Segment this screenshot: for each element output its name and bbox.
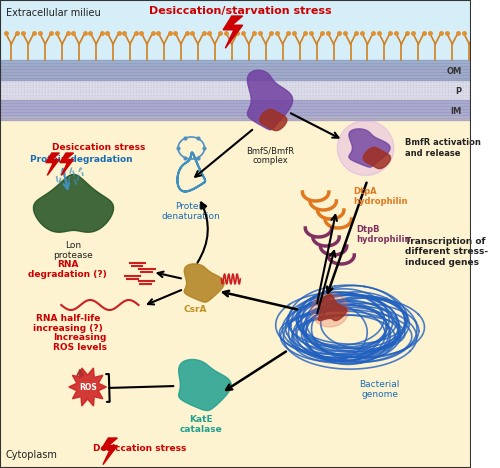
Text: OM: OM: [446, 66, 462, 75]
Text: CsrA: CsrA: [184, 305, 207, 314]
Text: Lon
protease: Lon protease: [54, 241, 94, 260]
Polygon shape: [260, 110, 287, 131]
Polygon shape: [46, 153, 60, 176]
Ellipse shape: [338, 120, 394, 176]
Polygon shape: [184, 264, 224, 302]
Text: Protein
denaturation: Protein denaturation: [162, 202, 220, 221]
Text: Transcription of
different stress-
induced genes: Transcription of different stress- induc…: [405, 237, 488, 267]
Polygon shape: [34, 175, 114, 232]
Bar: [0, 100, 471, 120]
Text: Desiccation stress: Desiccation stress: [93, 444, 186, 453]
Polygon shape: [248, 70, 292, 130]
Text: Desiccation/starvation stress: Desiccation/starvation stress: [149, 6, 332, 16]
Polygon shape: [69, 368, 106, 406]
Polygon shape: [223, 16, 242, 48]
Polygon shape: [101, 438, 117, 465]
Text: DtpB
hydrophilin: DtpB hydrophilin: [356, 225, 410, 244]
Text: Extracellular milieu: Extracellular milieu: [6, 8, 100, 18]
Bar: [0, 65, 471, 117]
Text: Cytoplasm: Cytoplasm: [6, 450, 58, 460]
Text: Increasing
ROS levels: Increasing ROS levels: [53, 333, 107, 352]
Text: KatE
catalase: KatE catalase: [180, 415, 222, 434]
Text: RNA
degradation (?): RNA degradation (?): [28, 260, 107, 279]
Text: IM: IM: [450, 107, 462, 116]
Text: ROS: ROS: [79, 382, 96, 392]
Text: DtpA
hydrophilin: DtpA hydrophilin: [354, 187, 408, 206]
Text: BmfR activation
and release: BmfR activation and release: [405, 139, 481, 158]
Polygon shape: [349, 129, 390, 167]
Text: Bacterial
genome: Bacterial genome: [360, 380, 400, 399]
Polygon shape: [178, 359, 231, 410]
Bar: [0, 60, 471, 80]
Polygon shape: [318, 294, 347, 321]
Polygon shape: [60, 153, 74, 176]
Text: Desiccation stress: Desiccation stress: [52, 143, 146, 152]
Polygon shape: [364, 147, 390, 168]
Text: RNA half-life
increasing (?): RNA half-life increasing (?): [33, 314, 102, 333]
Bar: [0, 117, 471, 468]
Text: Protein degradation: Protein degradation: [30, 155, 133, 164]
Text: P: P: [456, 87, 462, 95]
Ellipse shape: [311, 293, 348, 327]
Bar: [0, 0, 471, 65]
Text: BmfS/BmfR
complex: BmfS/BmfR complex: [246, 146, 294, 165]
